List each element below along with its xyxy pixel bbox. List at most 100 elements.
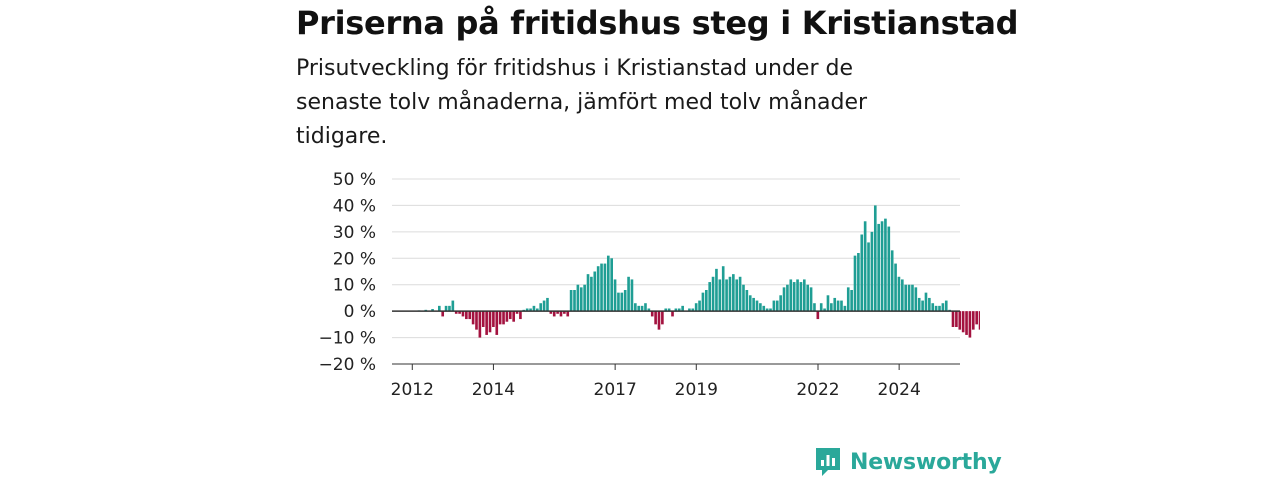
bar bbox=[806, 284, 810, 312]
bar bbox=[674, 308, 678, 312]
bar bbox=[644, 303, 647, 312]
bar bbox=[826, 295, 830, 312]
bar bbox=[968, 311, 972, 338]
bar bbox=[701, 292, 705, 312]
bar bbox=[448, 305, 451, 312]
bar bbox=[478, 311, 482, 338]
y-tick-label: 40 % bbox=[333, 196, 376, 216]
bar bbox=[617, 292, 620, 312]
bar bbox=[525, 308, 529, 312]
bar bbox=[836, 300, 840, 312]
bar bbox=[623, 290, 627, 312]
bar bbox=[458, 311, 461, 314]
bar bbox=[495, 311, 499, 335]
bar bbox=[819, 303, 823, 312]
bar bbox=[840, 300, 843, 312]
bar bbox=[813, 303, 816, 312]
bar bbox=[941, 303, 945, 312]
bar bbox=[502, 311, 505, 325]
bar bbox=[975, 311, 978, 325]
bar bbox=[677, 308, 681, 312]
bar bbox=[552, 311, 556, 317]
bar bbox=[938, 305, 941, 312]
bar bbox=[809, 287, 813, 312]
bar bbox=[546, 297, 549, 312]
bar bbox=[742, 284, 745, 312]
x-tick-label: 2024 bbox=[878, 380, 921, 400]
bar bbox=[549, 311, 553, 314]
bar bbox=[708, 282, 712, 312]
bar bbox=[539, 303, 543, 312]
brand-logo: Newsworthy bbox=[814, 446, 1002, 478]
bar bbox=[721, 266, 725, 312]
bar bbox=[816, 311, 820, 320]
y-tick-label: 30 % bbox=[333, 223, 376, 243]
bar bbox=[732, 274, 735, 312]
bar bbox=[640, 305, 644, 312]
bar bbox=[647, 308, 651, 312]
bar bbox=[823, 308, 826, 312]
bar bbox=[924, 292, 928, 312]
bar bbox=[627, 276, 630, 312]
bar bbox=[461, 311, 465, 317]
bar bbox=[583, 284, 586, 312]
bar bbox=[573, 290, 576, 312]
bar bbox=[971, 311, 975, 330]
bar bbox=[671, 311, 674, 317]
bar bbox=[657, 311, 661, 330]
brand-name: Newsworthy bbox=[850, 449, 1002, 475]
bar bbox=[934, 305, 938, 312]
bar bbox=[880, 221, 884, 312]
y-tick-label: −10 % bbox=[319, 329, 376, 349]
bar bbox=[867, 242, 870, 312]
bar bbox=[904, 284, 908, 312]
bar bbox=[846, 287, 850, 312]
bar bbox=[515, 311, 519, 314]
bar bbox=[481, 311, 485, 327]
bar bbox=[667, 308, 671, 312]
bar bbox=[438, 305, 441, 312]
bar bbox=[799, 282, 803, 312]
bar bbox=[498, 311, 502, 325]
bar bbox=[485, 311, 488, 335]
bar bbox=[748, 295, 752, 312]
bar bbox=[853, 255, 857, 312]
bar bbox=[789, 279, 793, 312]
bar bbox=[471, 311, 475, 325]
bar bbox=[779, 295, 782, 312]
bar bbox=[492, 311, 495, 327]
bar bbox=[688, 308, 691, 312]
bar bbox=[563, 311, 566, 314]
y-tick-label: 50 % bbox=[333, 170, 376, 190]
bar bbox=[792, 282, 796, 312]
bar bbox=[681, 305, 684, 312]
bar bbox=[961, 311, 965, 333]
bar bbox=[529, 308, 532, 312]
chart-subtitle: Prisutveckling för fritidshus i Kristian… bbox=[296, 56, 868, 149]
bar bbox=[475, 311, 478, 330]
bar bbox=[559, 311, 563, 317]
bar bbox=[661, 311, 664, 325]
newsworthy-logo-icon bbox=[816, 448, 840, 476]
bar bbox=[850, 290, 853, 312]
bar bbox=[512, 311, 515, 322]
bar bbox=[958, 311, 962, 330]
bar bbox=[759, 303, 762, 312]
bar bbox=[664, 308, 668, 312]
bar bbox=[465, 311, 468, 320]
bar bbox=[488, 311, 492, 333]
bar bbox=[735, 279, 739, 312]
bar bbox=[955, 311, 958, 327]
bar bbox=[802, 279, 806, 312]
bar bbox=[762, 305, 766, 312]
bar bbox=[711, 276, 715, 312]
bar bbox=[454, 311, 458, 314]
bar bbox=[590, 276, 593, 312]
bar bbox=[519, 311, 522, 320]
bar bbox=[857, 253, 860, 312]
bar bbox=[704, 290, 708, 312]
bar bbox=[630, 279, 634, 312]
bar bbox=[860, 234, 864, 312]
bar bbox=[928, 297, 931, 312]
y-tick-label: −20 % bbox=[319, 355, 376, 375]
